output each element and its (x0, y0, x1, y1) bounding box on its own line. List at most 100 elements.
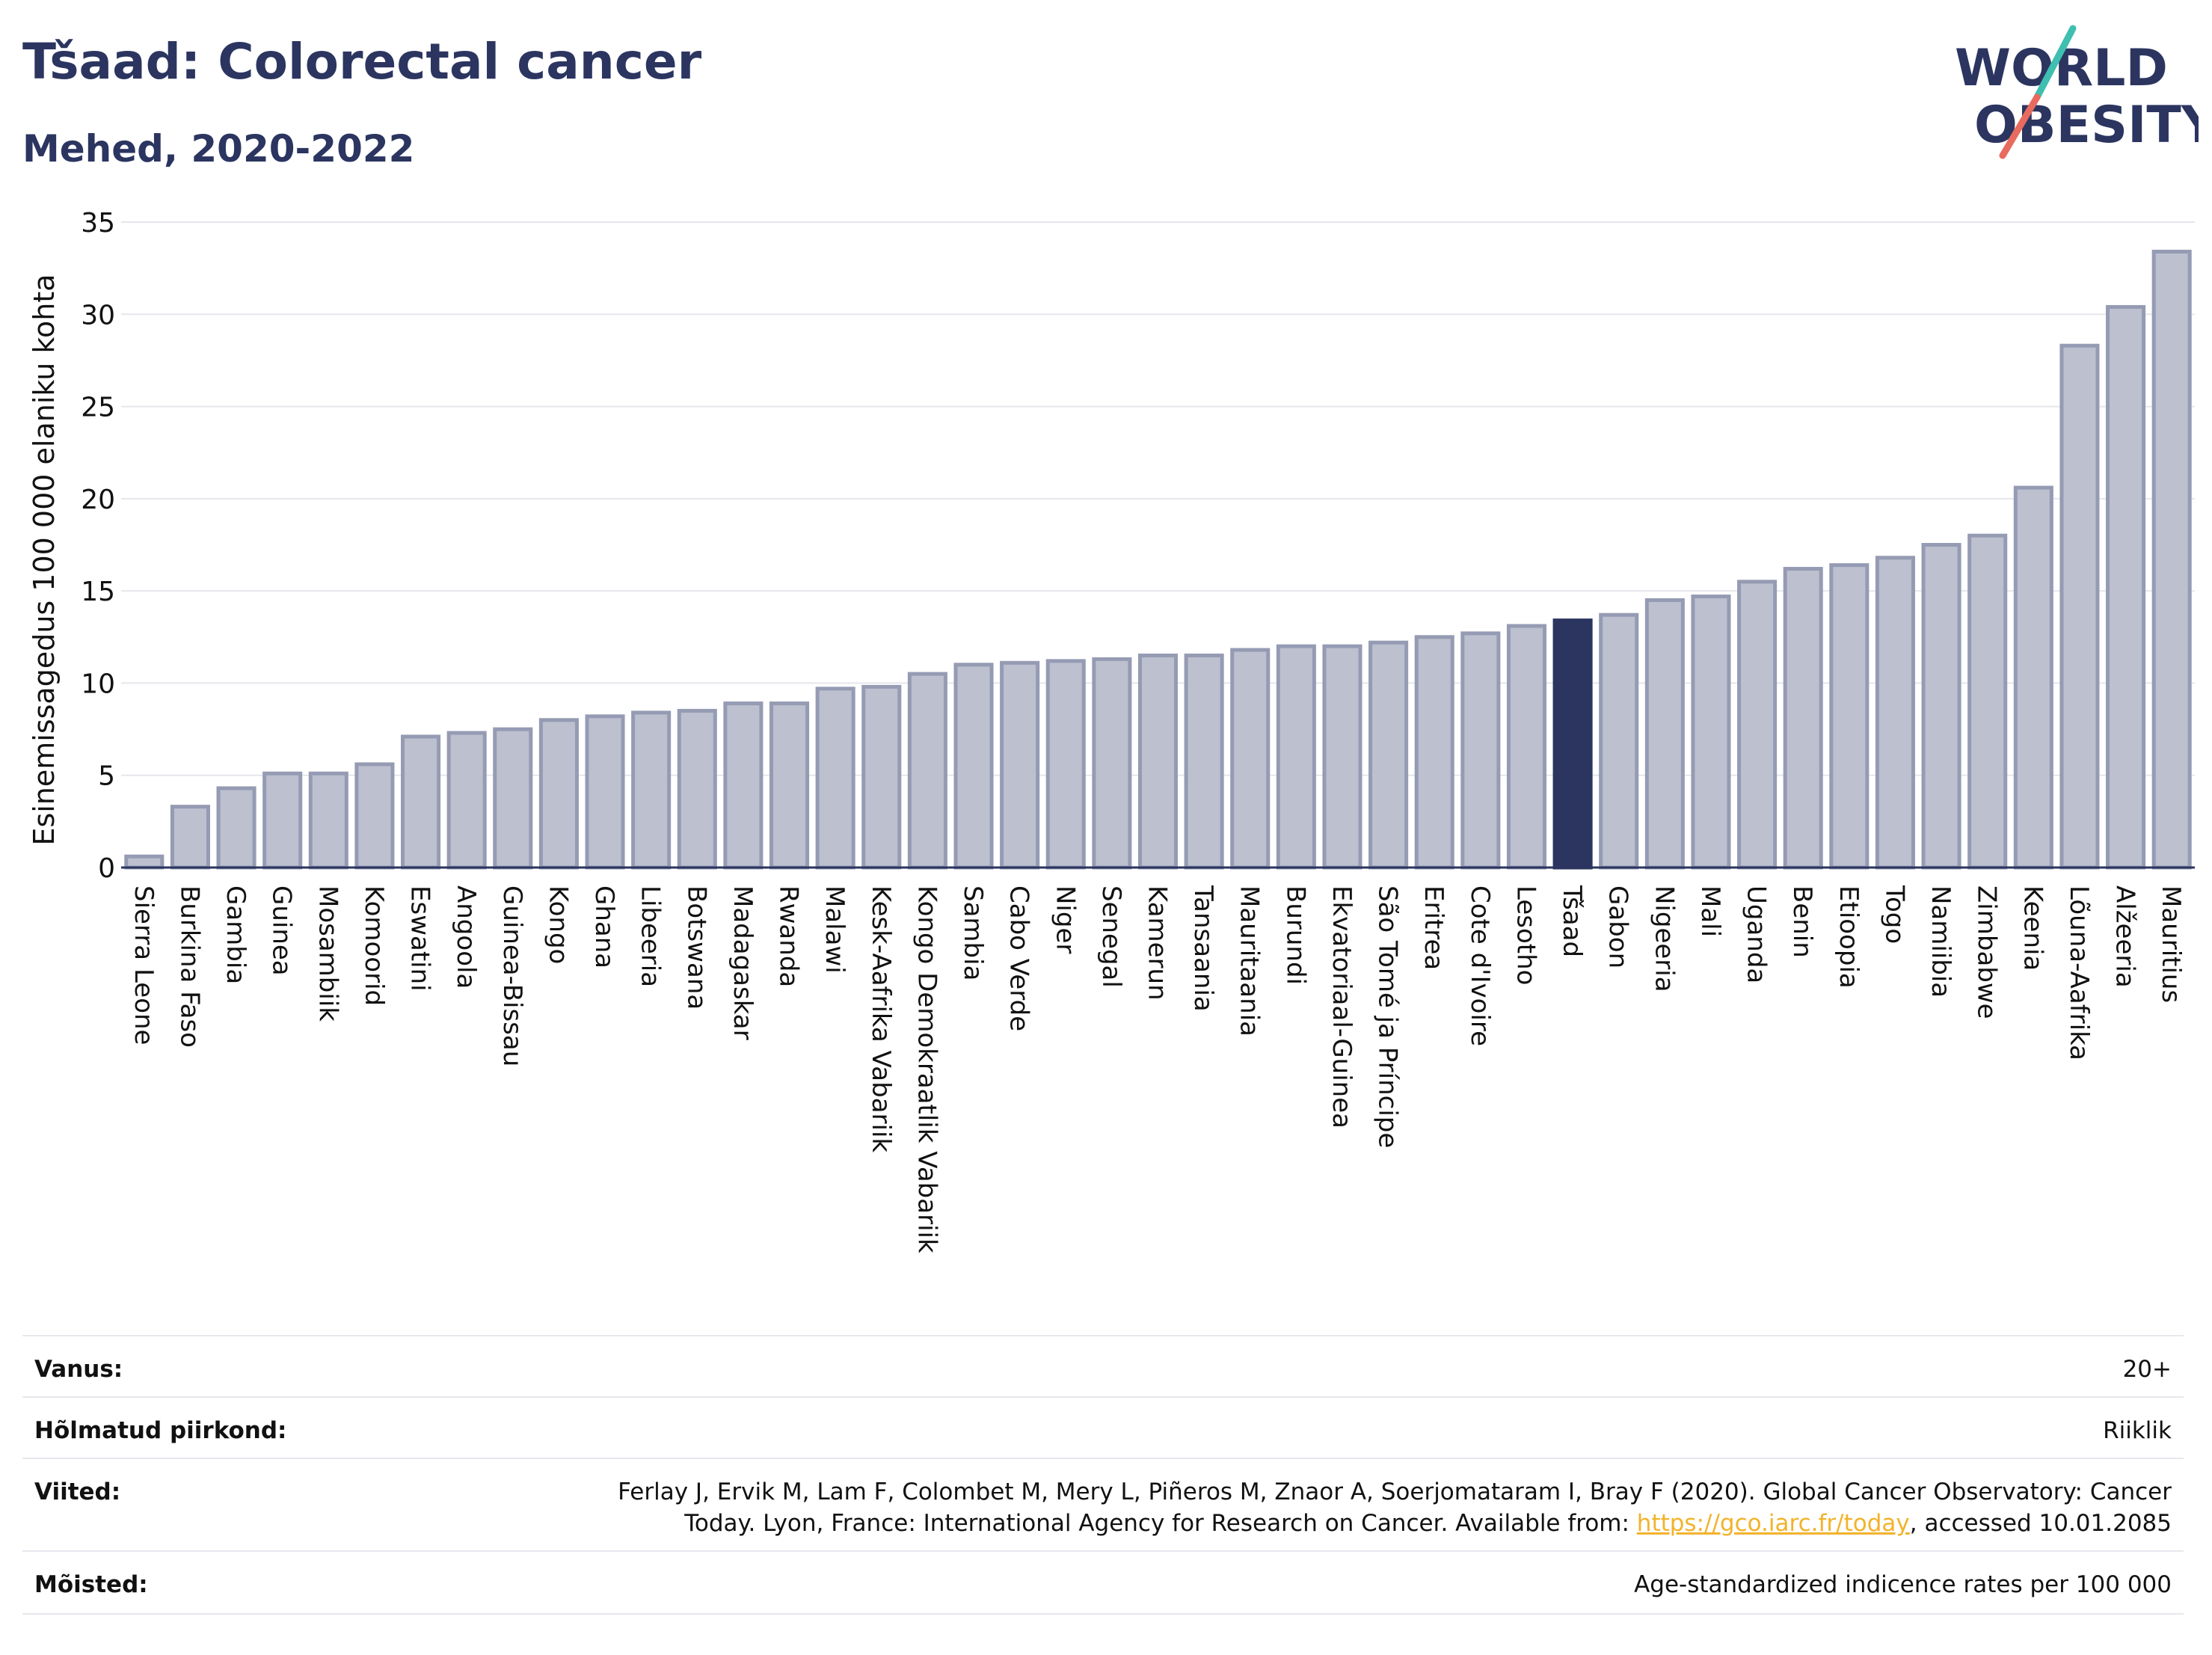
bar (216, 786, 256, 870)
meta-row-region: Hõlmatud piirkond: Riiklik (22, 1396, 2184, 1459)
x-tick-label: Gabon (1603, 885, 1633, 968)
bar (907, 672, 947, 870)
x-tick-label: Keenia (2018, 885, 2047, 971)
x-tick-label: Benin (1787, 885, 1817, 958)
bar (1092, 657, 1132, 870)
x-tick-label: Cabo Verde (1004, 885, 1034, 1031)
definitions-value: Age-standardized indicence rates per 100… (1634, 1571, 2172, 1598)
bar (1829, 563, 1870, 870)
bar (1644, 598, 1685, 870)
x-tick-label: Komoorid (359, 885, 389, 1006)
references-line-2-end: , accessed 10.01.2085 (1909, 1510, 2172, 1537)
bar (631, 710, 672, 870)
x-tick-label: Eritrea (1419, 885, 1448, 970)
y-tick-label: 5 (98, 761, 115, 792)
x-tick-label: Etioopia (1834, 885, 1864, 989)
references-line-2: Today. Lyon, France: International Agenc… (684, 1510, 2172, 1537)
bar (815, 687, 855, 870)
region-label: Hõlmatud piirkond: (34, 1417, 287, 1444)
logo-slash-teal (2033, 25, 2077, 101)
x-tick-label: Kongo (543, 885, 573, 964)
x-tick-label: Nigeeria (1649, 885, 1679, 992)
bar (1276, 644, 1316, 870)
references-label: Viited: (34, 1479, 121, 1505)
x-tick-label: Kongo Demokraatlik Vabariik (912, 885, 941, 1253)
x-tick-label: Botswana (681, 885, 711, 1010)
references-line-2-text: Today. Lyon, France: International Agenc… (684, 1510, 1637, 1537)
meta-row-definitions: Mõisted: Age-standardized indicence rate… (22, 1550, 2184, 1615)
y-tick-label: 25 (81, 393, 115, 423)
bar (953, 663, 994, 870)
bar-chart: 0 5 10 15 20 25 30 35 Esinemissagedus 100 000 el… (28, 208, 2195, 1253)
y-tick-label: 15 (81, 577, 115, 607)
x-tick-label: Libeeria (636, 885, 666, 987)
bar (493, 727, 533, 870)
x-tick-label: Alžeeria (2110, 885, 2140, 988)
bar (446, 731, 487, 870)
bar (1322, 644, 1362, 870)
bar (170, 805, 210, 870)
bar (861, 684, 902, 870)
bar (1230, 648, 1271, 870)
bar (2106, 304, 2146, 870)
x-tick-label: Eswatini (405, 885, 435, 992)
x-tick-label: Senegal (1096, 885, 1126, 988)
bar (308, 771, 348, 870)
x-tick-label: Mauritaania (1235, 885, 1265, 1037)
bar (723, 701, 764, 870)
age-label: Vanus: (34, 1356, 123, 1383)
bar (262, 771, 303, 870)
y-tick-label: 20 (81, 485, 115, 515)
bar (769, 701, 810, 870)
world-obesity-logo: WORLD OBESITY (1955, 25, 2199, 159)
x-tick-label: Mosambiik (313, 885, 342, 1022)
x-tick-label: Tansaania (1188, 885, 1218, 1012)
bar (677, 708, 717, 870)
x-tick-label: Burundi (1280, 885, 1310, 985)
region-value: Riiklik (2103, 1417, 2172, 1444)
y-tick-label: 0 (98, 853, 115, 884)
x-tick-label: Madagaskar (728, 885, 758, 1040)
x-tick-label: São Tomé ja Príncipe (1373, 885, 1403, 1148)
meta-row-references: Viited: Ferlay J, Ervik M, Lam F, Colomb… (22, 1458, 2184, 1552)
bar (1967, 533, 2008, 870)
x-tick-label: Angoola (451, 885, 481, 989)
bar (1599, 612, 1639, 870)
x-tick-label: Lõuna-Aafrika (2064, 885, 2094, 1060)
bar (1414, 635, 1454, 870)
x-tick-label: Tšaad (1557, 885, 1587, 957)
x-tick-label: Guinea-Bissau (497, 885, 527, 1066)
meta-row-age: Vanus: 20+ (22, 1335, 2184, 1398)
x-tick-label: Sierra Leone (129, 885, 159, 1045)
x-tick-label: Guinea (267, 885, 297, 976)
x-tick-label: Sambia (958, 885, 988, 980)
x-tick-label: Mauritius (2156, 885, 2186, 1003)
x-tick-label: Zimbabwe (1972, 885, 2002, 1019)
bar (1506, 624, 1547, 870)
x-tick-label: Mali (1695, 885, 1725, 937)
x-tick-label: Ekvatoriaal-Guinea (1327, 885, 1357, 1129)
bar (1368, 640, 1409, 870)
x-tick-label: Burkina Faso (174, 885, 204, 1048)
x-tick-label: Kamerun (1143, 885, 1173, 1001)
x-tick-label: Namiibia (1926, 885, 1956, 998)
definitions-label: Mõisted: (34, 1571, 148, 1598)
y-tick-label: 30 (81, 300, 115, 331)
references-link[interactable]: https://gco.iarc.fr/today (1636, 1510, 1910, 1537)
bar (1045, 659, 1086, 870)
x-tick-label: Togo (1879, 885, 1909, 944)
y-tick-label: 10 (81, 669, 115, 699)
bar-highlight (1552, 618, 1593, 870)
bar (2151, 249, 2192, 870)
page-title: Tšaad: Colorectal cancer (22, 33, 702, 90)
bar (401, 734, 441, 870)
bar (1460, 631, 1501, 870)
page-subtitle: Mehed, 2020-2022 (22, 127, 415, 171)
x-tick-label: Lesotho (1511, 885, 1540, 985)
x-tick-label: Rwanda (774, 885, 804, 987)
logo-slash-coral (1999, 93, 2041, 159)
bar (1921, 543, 1961, 870)
x-tick-label: Uganda (1742, 885, 1772, 983)
bar (1000, 660, 1040, 870)
bar (538, 718, 579, 870)
